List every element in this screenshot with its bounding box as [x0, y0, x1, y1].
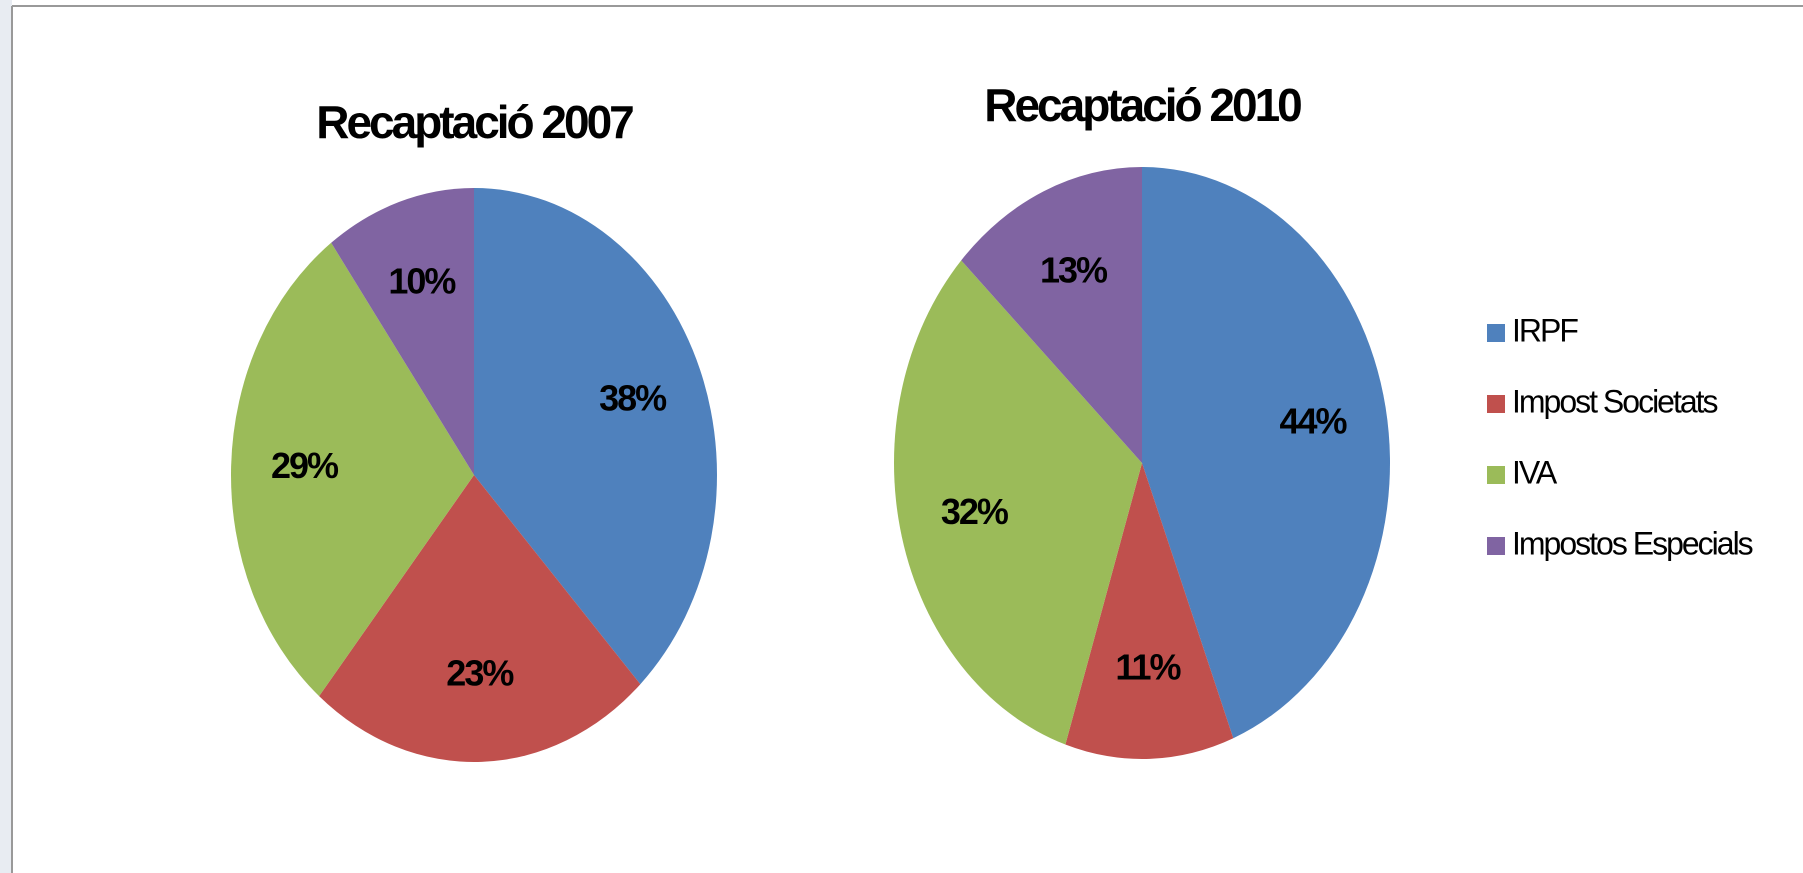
pie-slice — [474, 188, 717, 685]
left-strip — [0, 0, 12, 873]
pie-slice — [331, 188, 474, 475]
chart-title: Recaptació 2007 — [316, 96, 633, 148]
pie-slice — [893, 260, 1142, 745]
legend-label: IRPF — [1512, 312, 1578, 348]
value-label: 13% — [1040, 249, 1108, 290]
pie-slice — [319, 475, 641, 763]
legend-label: IVA — [1512, 454, 1558, 490]
chart-title: Recaptació 2010 — [984, 79, 1301, 131]
legend-label: Impostos Especials — [1512, 525, 1753, 561]
value-label: 38% — [599, 378, 667, 419]
legend-swatch — [1487, 395, 1505, 413]
pie-slice — [1142, 167, 1391, 739]
legend-swatch — [1487, 537, 1505, 555]
pie-slice — [230, 242, 474, 697]
value-label: 44% — [1279, 401, 1347, 442]
value-label: 32% — [941, 491, 1009, 532]
value-label: 11% — [1115, 647, 1181, 688]
value-label: 10% — [388, 260, 456, 301]
pie-slice — [1065, 463, 1234, 760]
legend-swatch — [1487, 466, 1505, 484]
value-label: 23% — [446, 652, 514, 693]
pie-slice — [961, 167, 1142, 463]
legend-label: Impost Societats — [1512, 383, 1718, 419]
legend-swatch — [1487, 324, 1505, 342]
value-label: 29% — [271, 445, 339, 486]
